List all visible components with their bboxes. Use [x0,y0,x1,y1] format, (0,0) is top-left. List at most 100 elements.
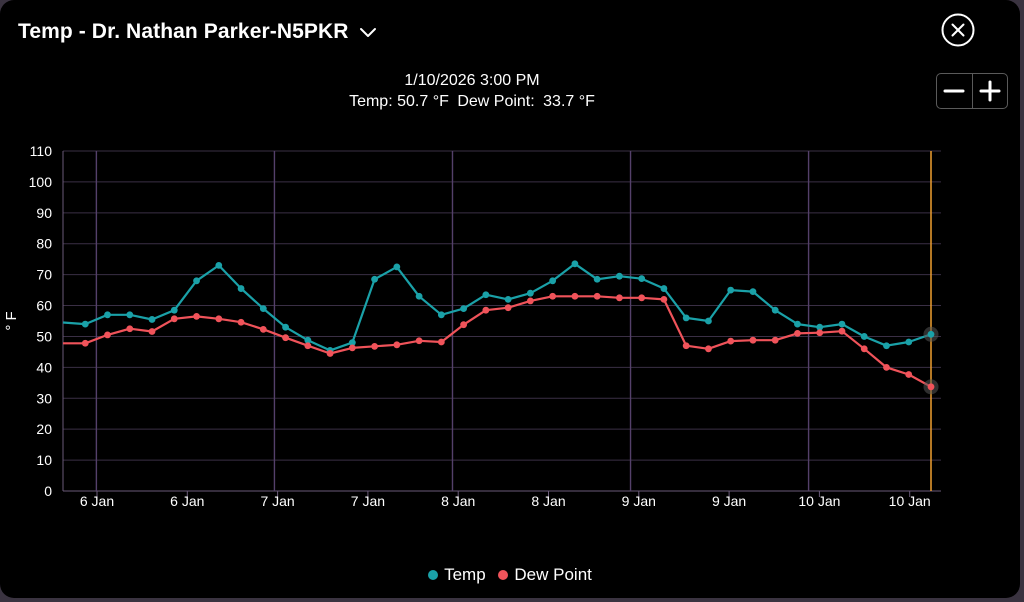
x-tick-label: 7 Jan [351,493,385,509]
data-point [437,311,445,319]
data-point [771,336,779,344]
data-point [237,285,245,292]
data-point [616,272,623,280]
zoom-in-button[interactable] [971,74,1008,108]
close-icon[interactable] [941,13,975,47]
temp-readout-label: Temp: [349,93,393,110]
data-point [348,344,356,352]
data-point [727,337,735,345]
y-tick-label: 70 [36,267,52,283]
data-point [727,286,735,294]
data-point [593,275,601,283]
legend-label-temp: Temp [444,565,486,584]
data-point [571,292,579,300]
data-point [482,291,490,299]
data-point [504,295,512,303]
y-tick-label: 110 [30,143,53,159]
data-point [927,330,935,338]
data-point [660,295,668,303]
zoom-control [936,73,1008,109]
x-tick-label: 9 Jan [622,493,656,509]
y-tick-label: 0 [44,483,52,499]
data-point [883,363,890,371]
data-point [126,311,134,319]
readout-datetime: 1/10/2026 3:00 PM [404,72,540,89]
data-point [526,297,534,305]
data-point [237,318,245,326]
legend-item-temp[interactable]: Temp [428,565,486,585]
data-point [437,338,445,346]
x-tick-label: 9 Jan [712,493,746,509]
data-point [771,306,779,314]
data-point [193,312,200,320]
data-point [148,316,156,323]
data-point [705,345,712,353]
data-point [682,342,690,350]
data-point [170,315,178,323]
page-title: Temp - Dr. Nathan Parker-N5PKR [18,20,349,43]
data-point [638,294,646,302]
legend-swatch-temp [428,570,439,580]
data-point [215,315,223,323]
data-point [371,342,378,350]
data-point [682,314,690,322]
y-tick-label: 80 [36,236,52,252]
data-point [927,383,935,391]
zoom-out-button[interactable] [937,74,972,108]
line-chart[interactable]: 0 10 20 30 40 50 60 70 80 90 100 110 6 Jan 6 Jan 7 Jan… [0,0,1020,560]
data-point [282,334,289,342]
y-tick-label: 40 [36,359,52,375]
data-point [415,337,423,345]
data-point [705,317,712,325]
x-tick-label: 8 Jan [531,493,565,509]
data-point [794,329,801,337]
y-tick-label: 30 [36,390,52,406]
data-point [905,371,913,378]
data-point [348,339,356,347]
chevron-down-icon [359,28,376,37]
y-tick-label: 10 [36,452,52,468]
dew-readout-label: Dew Point: [457,93,535,110]
x-tick-label: 6 Jan [80,493,114,509]
data-point [460,321,468,329]
data-point [883,342,890,350]
data-point [215,261,223,269]
data-point [259,305,267,313]
series-line-temp [62,262,932,352]
legend-swatch-dew-point [498,570,509,580]
data-point [371,275,378,283]
data-point [549,292,557,300]
station-selector[interactable]: Temp - Dr. Nathan Parker-N5PKR [18,16,377,48]
data-point [749,288,757,296]
data-point [526,289,534,297]
data-point [104,331,111,339]
data-point [148,328,156,335]
data-point [104,311,111,319]
data-point [905,338,913,346]
data-point [259,325,267,333]
legend-label-dew-point: Dew Point [514,565,592,584]
dew-readout-value: 33.7 °F [543,93,595,110]
data-point [638,275,646,283]
data-point [660,285,668,292]
data-point [593,292,601,300]
data-point [126,325,134,333]
data-point [81,320,89,328]
data-point [838,327,846,335]
y-tick-label: 60 [36,298,52,314]
readout-values: Temp: 50.7 °F Dew Point: 33.7 °F [0,93,944,111]
legend-item-dew-point[interactable]: Dew Point [498,565,592,585]
data-point [571,260,579,268]
data-point [460,305,468,313]
x-tick-label: 8 Jan [441,493,475,509]
x-tick-label: 7 Jan [260,493,294,509]
data-point [749,336,757,344]
data-point [304,336,312,344]
series-line-dew-point [63,295,932,388]
y-tick-label: 100 [29,174,53,190]
data-point [81,339,89,347]
data-point [393,263,401,271]
data-point [304,342,312,350]
data-point [816,323,824,331]
